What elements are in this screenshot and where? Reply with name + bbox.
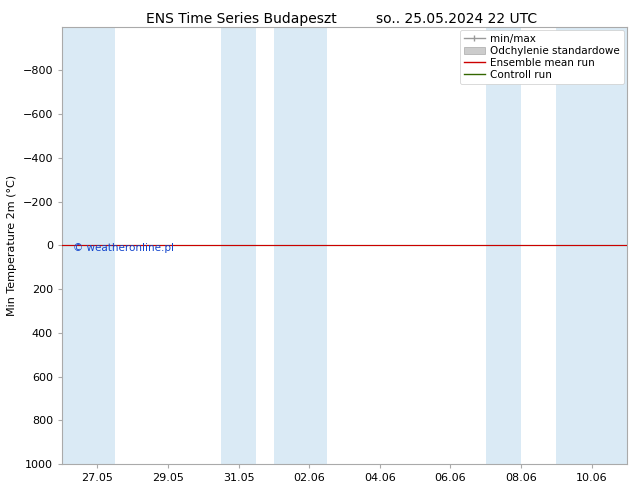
Text: ENS Time Series Budapeszt: ENS Time Series Budapeszt — [146, 12, 336, 26]
Text: so.. 25.05.2024 22 UTC: so.. 25.05.2024 22 UTC — [376, 12, 537, 26]
Bar — [486, 26, 521, 464]
Bar — [62, 26, 115, 464]
Bar — [274, 26, 327, 464]
Text: © weatheronline.pl: © weatheronline.pl — [74, 243, 174, 253]
Bar — [557, 26, 627, 464]
Legend: min/max, Odchylenie standardowe, Ensemble mean run, Controll run: min/max, Odchylenie standardowe, Ensembl… — [460, 30, 624, 84]
Y-axis label: Min Temperature 2m (°C): Min Temperature 2m (°C) — [7, 175, 17, 316]
Bar — [221, 26, 256, 464]
